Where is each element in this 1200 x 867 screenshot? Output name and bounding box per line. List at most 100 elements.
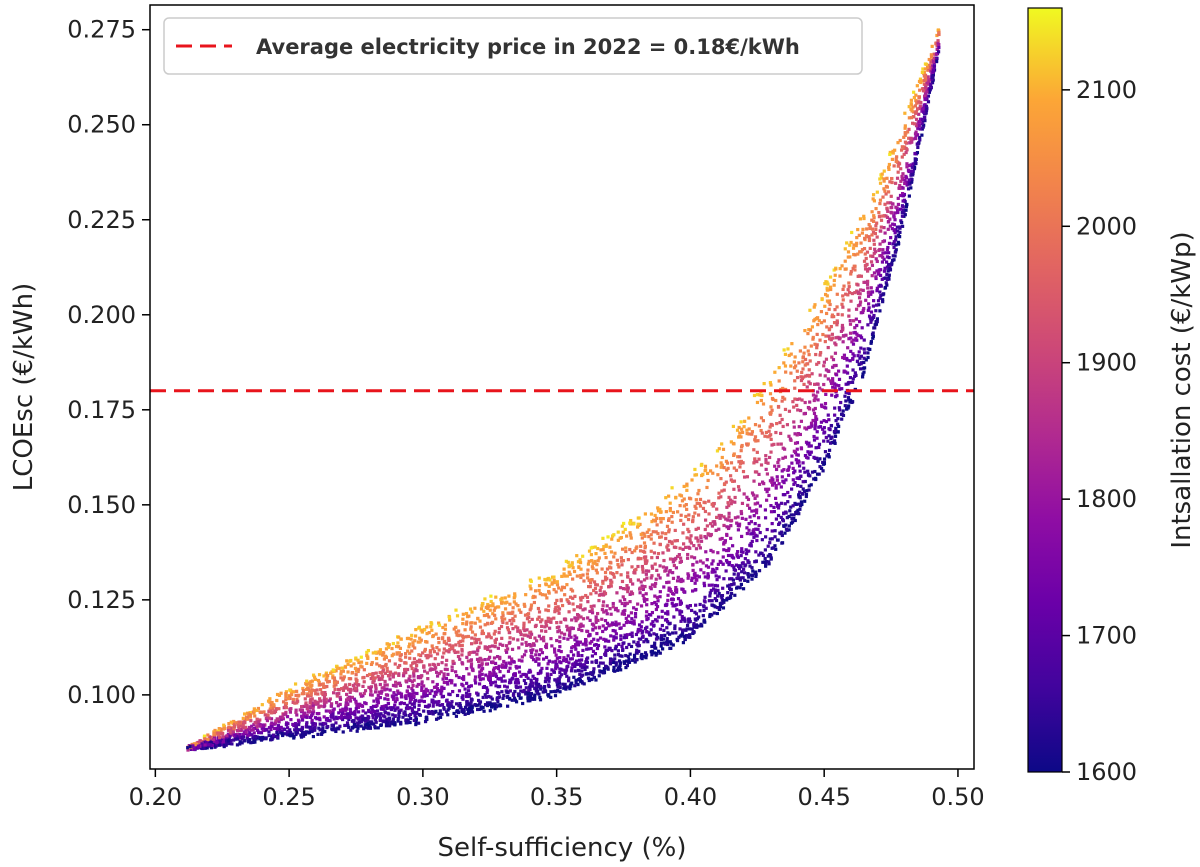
- scatter-point: [547, 604, 551, 608]
- scatter-point: [425, 640, 429, 644]
- scatter-point: [800, 376, 804, 381]
- scatter-point: [261, 735, 265, 740]
- scatter-point: [434, 709, 438, 713]
- scatter-point: [265, 718, 270, 723]
- scatter-point: [588, 581, 593, 585]
- scatter-point: [906, 168, 911, 172]
- scatter-point: [248, 711, 252, 715]
- scatter-point: [555, 683, 560, 687]
- scatter-point: [814, 394, 818, 398]
- scatter-point: [924, 104, 929, 108]
- scatter-point: [466, 711, 470, 716]
- scatter-point: [885, 283, 889, 287]
- scatter-point: [793, 518, 797, 523]
- scatter-point: [801, 487, 805, 491]
- scatter-point: [682, 616, 686, 620]
- scatter-point: [739, 511, 744, 516]
- scatter-point: [586, 676, 591, 680]
- scatter-point: [822, 457, 827, 461]
- scatter-point: [376, 712, 380, 716]
- scatter-point: [817, 472, 821, 476]
- scatter-point: [890, 227, 894, 231]
- scatter-point: [697, 615, 701, 619]
- scatter-point: [658, 595, 662, 599]
- scatter-point: [736, 528, 741, 532]
- scatter-point: [745, 475, 750, 479]
- scatter-point: [642, 640, 646, 644]
- scatter-point: [565, 665, 569, 669]
- scatter-point: [267, 709, 271, 713]
- scatter-point: [585, 647, 589, 651]
- scatter-point: [692, 625, 696, 629]
- scatter-point: [282, 713, 286, 717]
- scatter-point: [662, 628, 666, 633]
- scatter-point: [592, 637, 596, 641]
- scatter-point: [452, 661, 456, 665]
- scatter-point: [917, 96, 921, 100]
- scatter-point: [830, 393, 834, 397]
- scatter-point: [764, 564, 768, 568]
- scatter-point: [736, 485, 741, 489]
- scatter-point: [656, 506, 660, 510]
- scatter-point: [644, 555, 648, 559]
- scatter-point: [380, 689, 384, 694]
- scatter-point: [629, 611, 634, 615]
- scatter-point: [610, 621, 615, 625]
- scatter-point: [770, 476, 774, 480]
- scatter-point: [556, 630, 560, 634]
- scatter-point: [313, 702, 317, 706]
- scatter-point: [320, 691, 325, 695]
- scatter-point: [487, 615, 491, 619]
- scatter-point: [705, 524, 709, 528]
- scatter-point: [576, 682, 580, 687]
- scatter-point: [901, 186, 905, 190]
- scatter-point: [693, 575, 697, 580]
- scatter-point: [559, 599, 563, 603]
- scatter-point: [774, 501, 778, 506]
- scatter-point: [559, 673, 564, 677]
- scatter-point: [528, 699, 532, 703]
- scatter-point: [482, 709, 486, 713]
- scatter-point: [354, 707, 358, 711]
- scatter-point: [850, 400, 854, 405]
- scatter-point: [499, 624, 504, 629]
- scatter-point: [715, 515, 719, 520]
- scatter-point: [493, 613, 497, 617]
- scatter-point: [466, 659, 470, 663]
- scatter-point: [714, 574, 718, 578]
- scatter-point: [889, 236, 893, 240]
- scatter-point: [834, 267, 838, 271]
- scatter-point: [731, 556, 736, 560]
- scatter-point: [823, 304, 827, 308]
- scatter-point: [800, 398, 804, 402]
- scatter-point: [716, 588, 720, 593]
- scatter-point: [846, 293, 850, 297]
- scatter-point: [494, 674, 499, 679]
- scatter-point: [431, 647, 435, 651]
- scatter-point: [803, 479, 807, 484]
- scatter-point: [907, 116, 911, 120]
- scatter-point: [436, 636, 441, 640]
- scatter-point: [838, 267, 842, 271]
- scatter-point: [460, 676, 464, 680]
- scatter-point: [912, 115, 916, 119]
- scatter-point: [386, 697, 390, 702]
- scatter-point: [914, 136, 918, 141]
- scatter-point: [809, 483, 813, 487]
- scatter-point: [188, 744, 192, 749]
- scatter-point: [784, 370, 788, 374]
- scatter-point: [662, 585, 666, 589]
- scatter-point: [763, 508, 768, 512]
- scatter-point: [827, 418, 831, 422]
- scatter-point: [361, 709, 365, 713]
- scatter-point: [410, 707, 414, 711]
- scatter-point: [693, 511, 697, 515]
- scatter-point: [765, 498, 769, 502]
- scatter-point: [205, 746, 209, 750]
- scatter-point: [744, 563, 748, 567]
- scatter-point: [577, 669, 581, 673]
- scatter-point: [745, 495, 749, 499]
- scatter-point: [717, 491, 721, 495]
- scatter-point: [879, 218, 884, 222]
- scatter-point: [579, 567, 583, 571]
